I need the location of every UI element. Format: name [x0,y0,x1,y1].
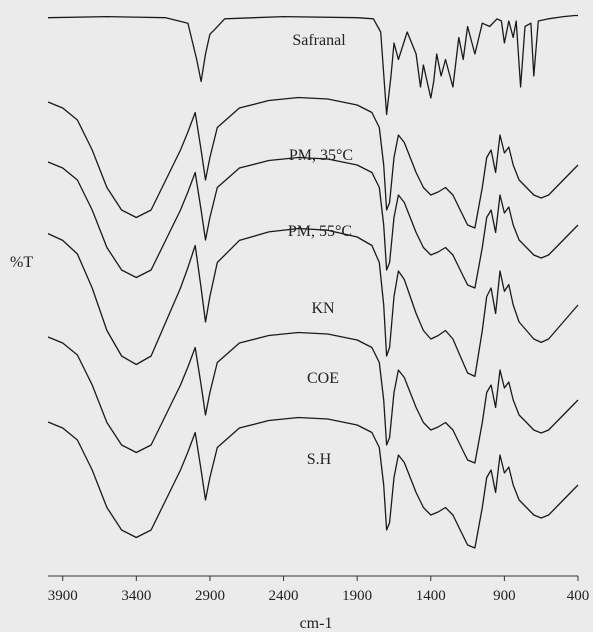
series-label-5: COE [307,370,339,387]
series-label-4: KN [311,300,335,317]
x-tick-label-2400: 2400 [269,588,299,604]
series-line-3 [47,156,579,289]
x-axis-label: cm-1 [300,615,333,632]
y-axis-label: %T [10,254,33,271]
series-label-3: PM, 55°C [288,223,352,240]
series-line-4 [47,227,579,378]
series-line-1 [47,14,578,116]
x-tick-label-3400: 3400 [121,588,151,604]
series-label-2: PM, 35°C [289,147,353,164]
x-tick-label-1900: 1900 [342,588,372,604]
series-line-6 [47,416,579,549]
x-tick-label-3900: 3900 [48,588,78,604]
x-tick-label-900: 900 [493,588,516,604]
spectra-group [47,14,579,549]
x-tick-label-1400: 1400 [416,588,446,604]
x-tick-label-2900: 2900 [195,588,225,604]
series-label-6: S.H [307,451,332,468]
x-tick-label-400: 400 [567,588,590,604]
series-line-5 [47,331,579,464]
series-labels: Safranal PM, 35°C PM, 55°C KN COE S.H [288,32,353,468]
series-label-1: Safranal [292,32,346,49]
series-line-2 [47,96,579,229]
x-ticks: 3900 3400 2900 2400 1900 1400 900 400 [48,576,590,604]
